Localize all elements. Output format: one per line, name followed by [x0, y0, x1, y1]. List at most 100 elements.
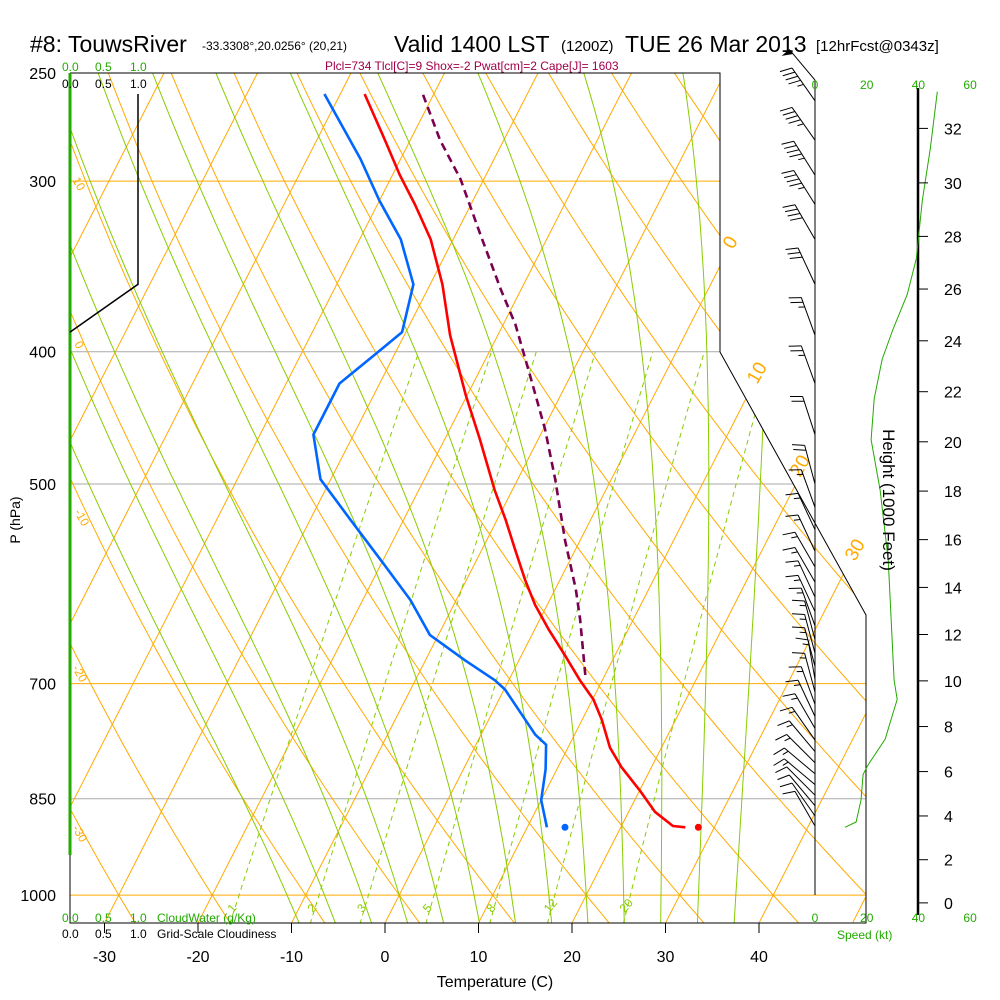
wind-barb-half	[788, 710, 796, 714]
dry-adiabat-line	[485, 73, 866, 923]
forecast-info: [12hrFcst@0343z]	[816, 38, 939, 55]
wind-barb	[788, 345, 816, 384]
wind-barb-full	[785, 679, 799, 683]
height-axis-title: Height (1000 Feet)	[879, 429, 898, 571]
wind-barb-full	[779, 67, 793, 73]
wind-barb-full	[785, 247, 799, 250]
wind-barb-full	[777, 774, 790, 781]
wind-barb-full	[779, 782, 793, 788]
pressure-tick-label: 300	[29, 174, 56, 191]
dry-adiabat-line	[422, 73, 866, 923]
cloudiness-scale-label: 1.0	[130, 927, 147, 941]
cloudwater-scale-label: CloudWater (g/Kg)	[157, 911, 256, 925]
dry-adiabat-line	[926, 73, 1000, 924]
wind-barb-full	[786, 178, 800, 183]
wind-barb-shaft	[786, 766, 816, 796]
cloudwater-scale-label: 0.5	[95, 60, 112, 74]
sounding-profiles	[312, 91, 702, 831]
mixing-ratio-line	[359, 351, 537, 923]
wind-barb-full	[791, 652, 805, 654]
isotherm-line	[70, 73, 258, 923]
dry-adiabat-line	[70, 73, 421, 923]
mixing-ratio-label: 20	[617, 896, 637, 915]
wind-barb	[782, 531, 816, 568]
wind-barb-full	[787, 252, 801, 255]
wind-barb	[788, 469, 816, 508]
wind-barb-shaft	[800, 345, 816, 384]
temperature-tick-label: -30	[93, 949, 116, 966]
wind-barb-full	[785, 492, 799, 496]
wind-barb	[777, 774, 816, 806]
wind-barb-half	[786, 724, 793, 728]
wind-barb-half	[798, 157, 805, 161]
height-tick-label: 32	[944, 121, 962, 138]
wind-barb-full	[781, 169, 794, 174]
pressure-tick-label: 400	[29, 345, 56, 362]
wind-barb	[789, 395, 816, 435]
wind-barb-shaft	[794, 693, 816, 729]
height-tick-label: 28	[944, 229, 962, 246]
height-tick-label: 8	[944, 720, 953, 737]
wind-barb	[777, 720, 816, 752]
wind-barb-full	[789, 153, 802, 158]
wind-barb-full	[789, 256, 803, 260]
wind-barb	[779, 67, 816, 102]
wind-barb-full	[785, 75, 798, 81]
moist-adiabat-line	[70, 73, 409, 923]
height-tick-label: 4	[944, 809, 953, 826]
height-tick-label: 0	[944, 896, 953, 913]
moist-adiabat-line	[472, 73, 625, 923]
wind-barb-shaft	[804, 614, 816, 654]
mixing-ratio-line	[229, 351, 420, 923]
wind-barb	[791, 652, 816, 693]
wind-barb-full	[787, 212, 801, 217]
adiabat-label: -10	[71, 507, 92, 529]
dry-adiabat-line	[989, 73, 1000, 924]
temperature-tick-label: 20	[563, 949, 581, 966]
pressure-tick-label: 1000	[20, 888, 56, 905]
isotherm-line	[758, 73, 866, 923]
cloudwater-scale-label: 0.0	[62, 911, 79, 925]
height-tick-label: 22	[944, 385, 962, 402]
cloudiness-line	[69, 94, 139, 333]
wind-barb-half	[793, 564, 801, 567]
isotherm-line	[852, 73, 866, 923]
wind-barb	[779, 106, 816, 141]
wind-barb-half	[791, 536, 798, 539]
temperature-tick-label: -20	[186, 949, 209, 966]
wind-barb	[775, 734, 816, 764]
wind-barb-full	[786, 149, 800, 154]
moist-adiabat-line	[70, 73, 301, 923]
mixing-ratio-label: 8	[483, 901, 498, 915]
moist-adiabat-line	[371, 73, 589, 923]
wind-barb-half	[793, 579, 801, 582]
wind-panel: 0020204040606002468101214161820222426283…	[773, 49, 977, 925]
wind-barb-full	[791, 613, 805, 616]
parcel-line	[420, 91, 587, 676]
speed-tick-label: 60	[963, 911, 977, 925]
height-tick-label: 6	[944, 765, 953, 782]
pressure-tick-label: 500	[29, 477, 56, 494]
background-grid	[70, 73, 1000, 924]
wind-barb	[785, 560, 816, 598]
wind-barb-shaft	[804, 600, 816, 640]
wind-barb-half	[791, 697, 798, 700]
cloudwater-scale-label: 1.0	[130, 60, 147, 74]
plot-frame	[68, 72, 867, 924]
adiabat-label: 10	[69, 175, 88, 194]
wind-barb-full	[788, 79, 801, 85]
wind-barb	[782, 790, 816, 827]
isotherm-line	[384, 73, 819, 923]
cloudwater-scale-label: 1.0	[130, 911, 147, 925]
dry-adiabat-line	[70, 73, 232, 923]
temperature-tick-label: 30	[657, 949, 675, 966]
wind-barb-shaft	[794, 532, 816, 568]
wind-barb	[788, 297, 816, 336]
wind-barb-full	[785, 115, 798, 120]
wind-barb-shaft	[800, 666, 816, 705]
temperature-tick-label: 10	[470, 949, 488, 966]
height-tick-label: 12	[944, 627, 962, 644]
wind-barb	[779, 782, 816, 817]
mixing-ratio-label: 12	[541, 896, 561, 915]
